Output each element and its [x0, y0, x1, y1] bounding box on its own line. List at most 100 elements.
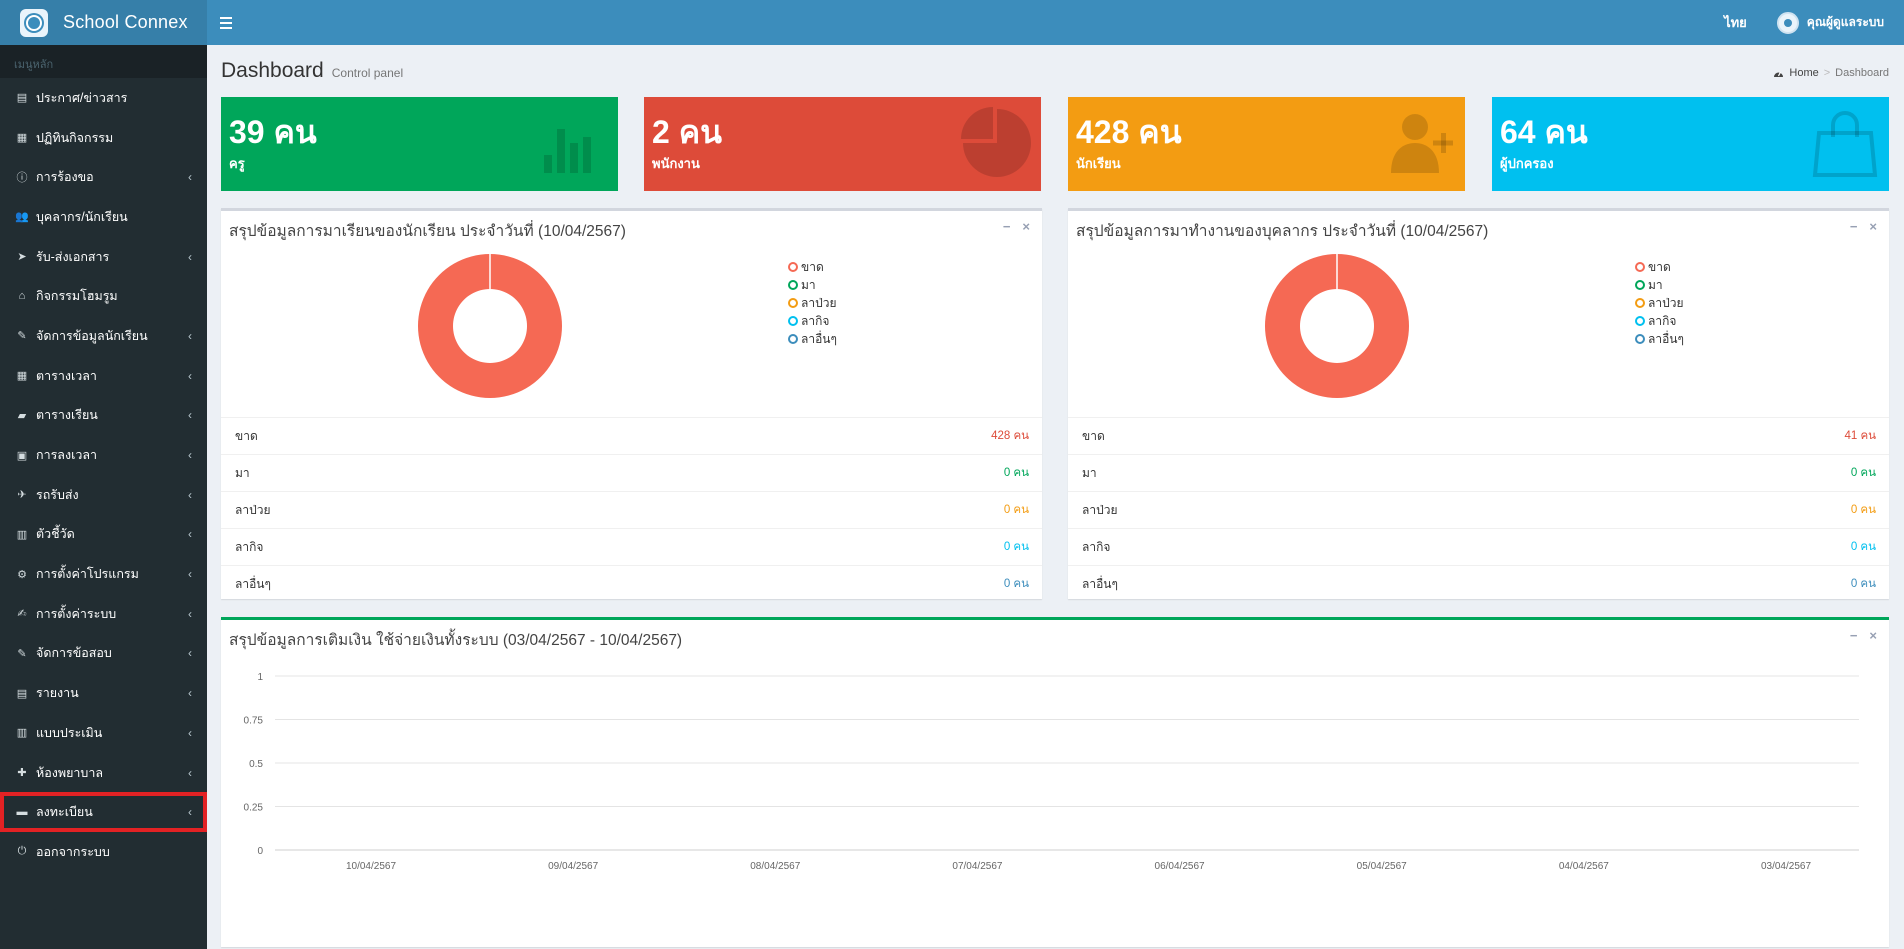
box-title: สรุปข้อมูลการเติมเงิน ใช้จ่ายเงินทั้งระบ…: [229, 632, 683, 649]
edit-icon: ✎: [17, 647, 27, 660]
user-menu[interactable]: คุณผู้ดูแลระบบ: [1776, 11, 1884, 34]
sidebar-item-8[interactable]: ▰ ตารางเรียน ‹: [0, 396, 207, 436]
book-icon: ▰: [17, 409, 27, 422]
stat-label: ครู: [229, 156, 245, 171]
sidebar-item-label: ตารางเวลา: [36, 368, 97, 383]
chevron-left-icon: ‹: [188, 527, 192, 542]
stat-card-parents[interactable]: 64 คน ผู้ปกครอง: [1492, 97, 1889, 191]
legend-item: ลาป่วย: [788, 294, 837, 312]
legend-label: ขาด: [801, 259, 824, 274]
newspaper-icon: ▤: [16, 92, 28, 105]
summary-row: ลากิจ 0 คน: [1068, 528, 1889, 565]
school-logo-icon: [20, 8, 48, 37]
logo-area[interactable]: School Connex: [0, 0, 207, 45]
breadcrumb-home[interactable]: Home: [1789, 67, 1819, 79]
page-title: Dashboard: [221, 59, 324, 82]
summary-row-label: ลากิจ: [235, 539, 264, 554]
summary-row-value: 0 คน: [1850, 467, 1876, 479]
sidebar-item-2[interactable]: ⓘ การร้องขอ ‹: [0, 157, 207, 197]
user-name: คุณผู้ดูแลระบบ: [1806, 15, 1884, 29]
sidebar-item-13[interactable]: ✍ การตั้งค่าระบบ ‹: [0, 594, 207, 634]
sidebar-item-label: บุคลากร/นักเรียน: [36, 209, 128, 224]
minimize-icon[interactable]: −: [1002, 219, 1011, 234]
stat-value: 428 คน: [1076, 114, 1182, 150]
breadcrumb-separator: >: [1823, 67, 1831, 79]
legend-label: ลาป่วย: [801, 295, 837, 310]
sidebar-item-7[interactable]: ▦ ตารางเวลา ‹: [0, 356, 207, 396]
stat-card-students[interactable]: 428 คน นักเรียน: [1068, 97, 1465, 191]
legend-label: ลาอื่นๆ: [801, 331, 837, 346]
sidebar-item-1[interactable]: ▦ ปฏิทินกิจกรรม: [0, 118, 207, 158]
sidebar-item-19[interactable]: ⏻ ออกจากระบบ: [0, 832, 207, 872]
sidebar-item-label: การตั้งค่าโปรแกรม: [36, 567, 139, 582]
legend-item: ขาด: [1635, 258, 1684, 276]
sidebar-item-label: ประกาศ/ข่าวสาร: [36, 90, 128, 105]
edit-icon: ✎: [17, 330, 27, 343]
x-tick-label: 03/04/2567: [1761, 861, 1811, 872]
y-tick-label: 0.25: [244, 803, 264, 814]
chevron-left-icon: ‹: [188, 646, 192, 661]
summary-row: ลาป่วย 0 คน: [1068, 491, 1889, 528]
summary-row: ลาอื่นๆ 0 คน: [1068, 565, 1889, 602]
summary-row-label: ลาอื่นๆ: [1082, 576, 1118, 591]
medkit-icon: ✚: [17, 767, 27, 780]
sidebar-item-11[interactable]: ▥ ตัวชี้วัด ‹: [0, 515, 207, 555]
legend-marker: [788, 334, 798, 344]
box-tools: − ×: [1850, 219, 1877, 234]
sidebar-item-15[interactable]: ▤ รายงาน ‹: [0, 673, 207, 713]
student-donut-chart: [417, 254, 562, 398]
bar-chart-icon: ▥: [16, 528, 28, 541]
close-icon[interactable]: ×: [1869, 219, 1877, 234]
chevron-left-icon: ‹: [188, 487, 192, 502]
legend-item: มา: [1635, 276, 1684, 294]
sidebar-item-12[interactable]: ⚙ การตั้งค่าโปรแกรม ‹: [0, 554, 207, 594]
sidebar-item-label: กิจกรรมโฮมรูม: [36, 289, 118, 304]
legend-label: มา: [1648, 277, 1663, 292]
sidebar-item-3[interactable]: 👥 บุคลากร/นักเรียน: [0, 197, 207, 237]
stat-card-staff[interactable]: 2 คน พนักงาน: [644, 97, 1041, 191]
sidebar-toggle-icon[interactable]: [207, 0, 245, 45]
language-switcher[interactable]: ไทย: [1724, 15, 1747, 30]
legend-marker: [1635, 316, 1645, 326]
legend-marker: [788, 316, 798, 326]
chevron-left-icon: ‹: [188, 567, 192, 582]
sidebar-item-4[interactable]: ➤ รับ-ส่งเอกสาร ‹: [0, 237, 207, 277]
shopping-bag-icon: [1812, 111, 1878, 177]
minimize-icon[interactable]: −: [1849, 219, 1858, 234]
student-attendance-box: สรุปข้อมูลการมาเรียนของนักเรียน ประจำวัน…: [221, 208, 1042, 599]
minimize-icon[interactable]: −: [1849, 628, 1858, 643]
sidebar-item-17[interactable]: ✚ ห้องพยาบาล ‹: [0, 753, 207, 793]
stat-label: พนักงาน: [652, 156, 700, 171]
sidebar-item-9[interactable]: ▣ การลงเวลา ‹: [0, 435, 207, 475]
close-icon[interactable]: ×: [1022, 219, 1030, 234]
legend-marker: [1635, 334, 1645, 344]
close-icon[interactable]: ×: [1869, 628, 1877, 643]
sidebar-item-0[interactable]: ▤ ประกาศ/ข่าวสาร: [0, 78, 207, 118]
sidebar-item-label: ลงทะเบียน: [36, 805, 93, 820]
x-tick-label: 05/04/2567: [1357, 861, 1407, 872]
sidebar-item-label: รถรับส่ง: [36, 487, 79, 502]
chevron-left-icon: ‹: [188, 805, 192, 820]
sidebar-item-label: ตัวชี้วัด: [36, 527, 75, 542]
sidebar-item-5[interactable]: ⌂ กิจกรรมโฮมรูม: [0, 276, 207, 316]
gear-icon: ⚙: [17, 568, 27, 581]
breadcrumb-current: Dashboard: [1835, 67, 1889, 79]
legend-item: ลากิจ: [1635, 312, 1684, 330]
sidebar-item-16[interactable]: ▥ แบบประเมิน ‹: [0, 713, 207, 753]
chevron-left-icon: ‹: [188, 765, 192, 780]
sidebar-item-6[interactable]: ✎ จัดการข้อมูลนักเรียน ‹: [0, 316, 207, 356]
stat-card-teachers[interactable]: 39 คน ครู: [221, 97, 618, 191]
staff-donut-chart: [1264, 254, 1409, 398]
sidebar-item-18[interactable]: ▬ ลงทะเบียน ‹: [0, 792, 207, 833]
chevron-left-icon: ‹: [188, 249, 192, 264]
stat-value: 64 คน: [1500, 114, 1588, 150]
sidebar-item-14[interactable]: ✎ จัดการข้อสอบ ‹: [0, 634, 207, 674]
donut-slice: [417, 254, 562, 398]
page-subtitle: Control panel: [331, 66, 404, 80]
staff-summary-list: ขาด 41 คน มา 0 คน ลาป่วย 0 คน ลากิจ 0 คน ลาอื่นๆ…: [1068, 417, 1889, 602]
top-navbar: ไทย คุณผู้ดูแลระบบ: [207, 0, 1904, 45]
sidebar-item-10[interactable]: ✈ รถรับส่ง ‹: [0, 475, 207, 515]
summary-row: มา 0 คน: [1068, 454, 1889, 491]
chevron-left-icon: ‹: [188, 328, 192, 343]
sidebar-item-label: แบบประเมิน: [36, 725, 103, 740]
